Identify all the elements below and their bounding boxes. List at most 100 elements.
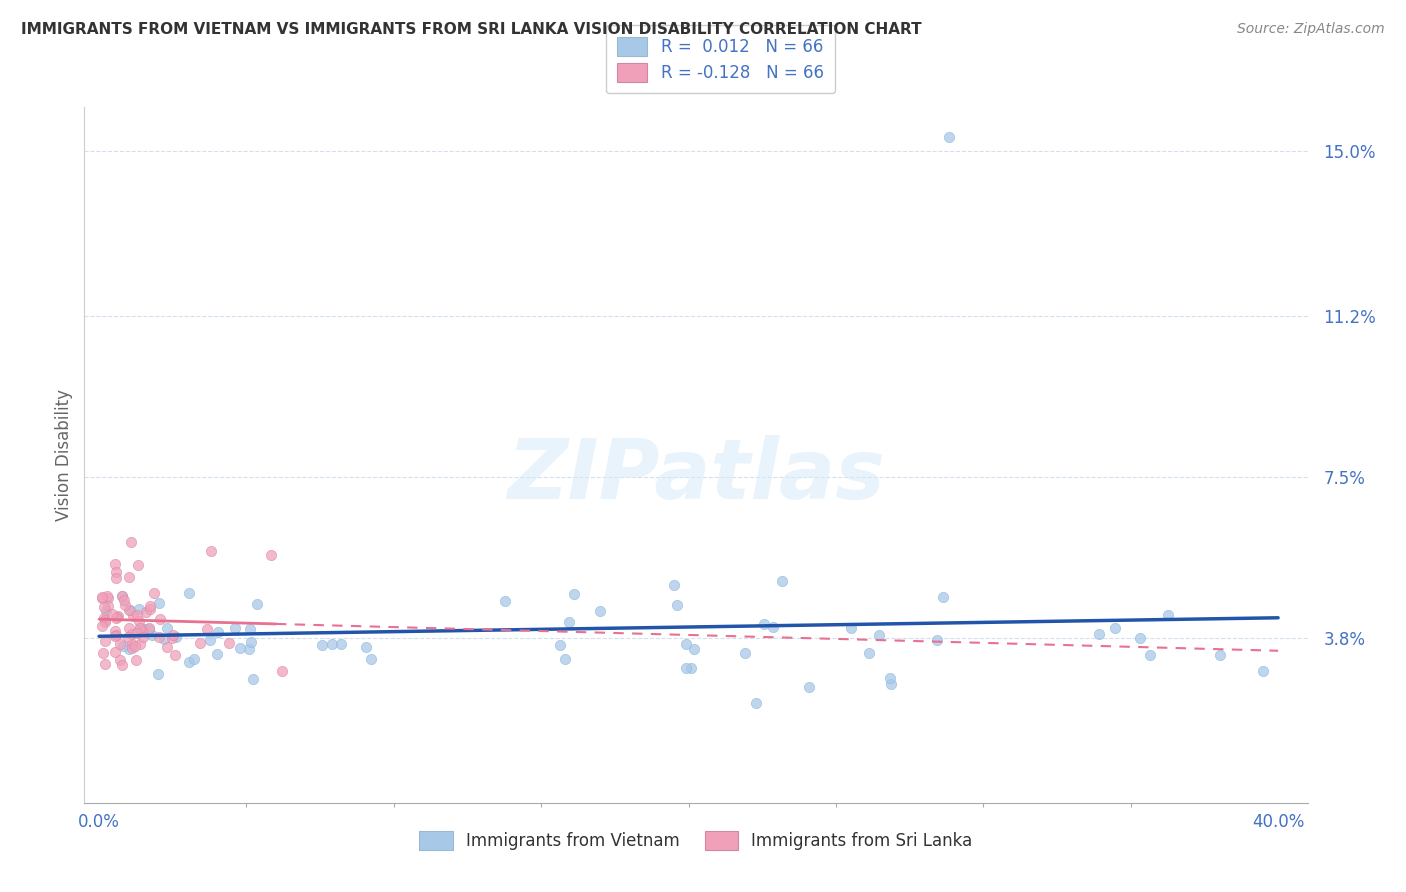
Point xyxy=(200,543,222,558)
Point xyxy=(138,622,160,636)
Point xyxy=(124,639,146,653)
Point xyxy=(270,664,292,678)
Point xyxy=(562,587,585,601)
Point xyxy=(762,620,785,634)
Point xyxy=(195,622,218,636)
Point xyxy=(242,672,264,686)
Point xyxy=(110,653,132,667)
Point xyxy=(118,641,141,656)
Point xyxy=(1129,632,1152,646)
Point xyxy=(1157,608,1180,623)
Point xyxy=(128,602,150,616)
Point xyxy=(238,642,260,657)
Point xyxy=(122,608,145,623)
Point xyxy=(1209,648,1232,662)
Point xyxy=(135,606,157,620)
Point xyxy=(111,589,134,603)
Point xyxy=(104,557,127,571)
Point xyxy=(205,647,228,661)
Point xyxy=(91,646,114,660)
Point xyxy=(125,653,148,667)
Point xyxy=(111,639,134,653)
Point xyxy=(177,586,200,600)
Point xyxy=(131,624,153,639)
Point xyxy=(925,632,948,647)
Point xyxy=(127,558,149,572)
Point xyxy=(858,646,880,660)
Point xyxy=(118,621,141,635)
Point xyxy=(156,640,179,654)
Point xyxy=(104,611,127,625)
Point xyxy=(118,603,141,617)
Point xyxy=(94,633,117,648)
Point xyxy=(162,627,184,641)
Point xyxy=(1139,648,1161,662)
Point xyxy=(207,625,229,640)
Point xyxy=(1251,664,1274,678)
Point xyxy=(96,605,118,619)
Point xyxy=(218,636,240,650)
Point xyxy=(121,637,143,651)
Point xyxy=(183,652,205,666)
Point xyxy=(177,656,200,670)
Point xyxy=(938,130,960,145)
Point xyxy=(734,646,756,660)
Point xyxy=(129,637,152,651)
Point xyxy=(134,622,156,636)
Point xyxy=(105,566,128,580)
Point xyxy=(105,571,128,585)
Point xyxy=(91,619,114,633)
Point xyxy=(121,641,143,656)
Point xyxy=(1088,626,1111,640)
Point xyxy=(111,657,134,672)
Y-axis label: Vision Disability: Vision Disability xyxy=(55,389,73,521)
Point xyxy=(104,624,127,639)
Point xyxy=(679,660,702,674)
Point xyxy=(97,591,120,605)
Point xyxy=(228,640,250,655)
Point xyxy=(330,637,353,651)
Point xyxy=(149,612,172,626)
Point xyxy=(94,613,117,627)
Point xyxy=(548,638,571,652)
Point xyxy=(754,617,776,632)
Point xyxy=(108,637,131,651)
Point xyxy=(129,622,152,636)
Point xyxy=(160,631,183,645)
Point xyxy=(589,605,612,619)
Text: Source: ZipAtlas.com: Source: ZipAtlas.com xyxy=(1237,22,1385,37)
Point xyxy=(118,603,141,617)
Point xyxy=(260,548,283,562)
Point xyxy=(239,622,262,636)
Point xyxy=(107,608,129,623)
Point xyxy=(125,607,148,622)
Point xyxy=(675,661,697,675)
Point xyxy=(146,666,169,681)
Point xyxy=(664,578,686,592)
Point xyxy=(111,589,134,603)
Point xyxy=(797,680,820,694)
Point xyxy=(683,642,706,657)
Point xyxy=(139,601,162,615)
Point xyxy=(557,615,579,629)
Point xyxy=(114,599,136,613)
Point xyxy=(100,607,122,621)
Point xyxy=(104,645,127,659)
Point xyxy=(240,634,263,648)
Point xyxy=(112,593,135,607)
Point xyxy=(880,677,903,691)
Point xyxy=(91,591,114,605)
Point xyxy=(163,648,186,662)
Point xyxy=(165,630,187,644)
Point xyxy=(104,629,127,643)
Point xyxy=(138,621,160,635)
Point xyxy=(121,627,143,641)
Point xyxy=(246,597,269,611)
Point xyxy=(868,628,890,642)
Point xyxy=(675,637,697,651)
Text: ZIPatlas: ZIPatlas xyxy=(508,435,884,516)
Point xyxy=(132,630,155,644)
Point xyxy=(224,621,246,635)
Point xyxy=(360,652,382,666)
Point xyxy=(745,697,768,711)
